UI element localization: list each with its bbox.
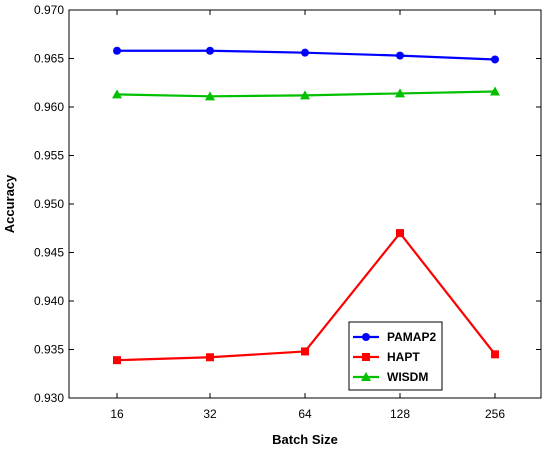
data-point-pamap2 [396, 51, 404, 60]
y-tick-label: 0.960 [34, 100, 64, 114]
x-tick-label: 16 [110, 407, 124, 421]
data-point-hapt [301, 347, 309, 356]
legend-marker-hapt [362, 353, 370, 361]
data-point-hapt [206, 353, 214, 362]
data-point-hapt [491, 350, 499, 359]
y-tick-label: 0.945 [34, 246, 64, 260]
x-tick-label: 256 [485, 407, 505, 421]
data-point-pamap2 [206, 46, 214, 55]
series-pamap2 [113, 46, 499, 64]
legend-marker-wisdm [361, 372, 371, 381]
data-point-hapt [113, 356, 121, 365]
x-axis-title: Batch Size [272, 432, 338, 447]
series-wisdm [112, 86, 500, 101]
series-hapt [113, 229, 499, 365]
legend-label-hapt: HAPT [387, 350, 420, 364]
y-tick-label: 0.950 [34, 197, 64, 211]
x-axis: 16 32 64 128 256 [110, 10, 505, 421]
y-tick-label: 0.935 [34, 343, 64, 357]
data-point-pamap2 [113, 46, 121, 55]
data-point-hapt [396, 229, 404, 238]
data-point-wisdm [205, 91, 215, 101]
data-point-pamap2 [491, 55, 499, 64]
y-tick-label: 0.930 [34, 391, 64, 405]
legend-label-wisdm: WISDM [387, 370, 428, 384]
y-axis-title: Accuracy [2, 174, 17, 233]
y-tick-label: 0.955 [34, 149, 64, 163]
y-tick-label: 0.965 [34, 52, 64, 66]
x-tick-label: 32 [203, 407, 217, 421]
data-point-pamap2 [301, 48, 309, 57]
x-tick-label: 64 [298, 407, 312, 421]
data-point-wisdm [395, 88, 405, 98]
data-point-wisdm [112, 89, 122, 99]
y-axis: 0.930 0.935 0.940 0.945 0.950 0.955 0.960 0.965… [34, 3, 541, 405]
series-layer [112, 46, 500, 365]
plot-area [68, 9, 542, 399]
legend-label-pamap2: PAMAP2 [387, 330, 436, 344]
y-tick-label: 0.970 [34, 3, 64, 17]
legend-marker-pamap2 [362, 333, 370, 341]
data-point-wisdm [300, 90, 310, 100]
y-tick-label: 0.940 [34, 294, 64, 308]
legend: PAMAP2 HAPT WISDM [348, 321, 443, 391]
x-tick-label: 128 [390, 407, 410, 421]
data-point-wisdm [490, 86, 500, 96]
